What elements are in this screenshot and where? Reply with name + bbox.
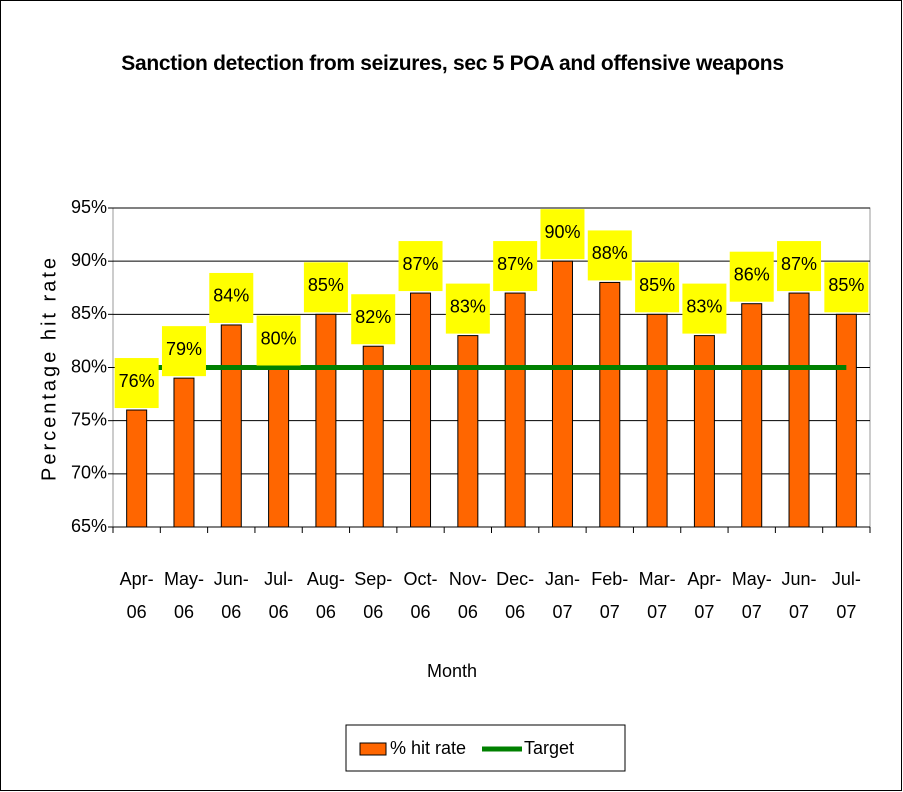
- bar: [315, 313, 337, 528]
- data-label-box: [493, 241, 538, 292]
- data-label: 87%: [781, 254, 817, 274]
- bar: [835, 313, 857, 528]
- data-label: 82%: [355, 307, 391, 327]
- x-tick-label: Nov-06: [449, 569, 487, 622]
- chart-title: Sanction detection from seizures, sec 5 …: [121, 52, 784, 75]
- bar: [504, 292, 526, 528]
- y-tick-label: 95%: [71, 197, 107, 217]
- x-tick-label: May-06: [164, 569, 204, 622]
- y-tick-label: 90%: [71, 250, 107, 270]
- data-label-box: [682, 283, 727, 334]
- x-tick-label: Aug-06: [307, 569, 345, 622]
- data-label: 86%: [734, 264, 770, 284]
- bar: [410, 292, 432, 528]
- bar: [126, 409, 148, 528]
- bar: [457, 335, 479, 528]
- data-label: 85%: [639, 275, 675, 295]
- x-tick-label: Apr-06: [120, 569, 154, 622]
- y-axis-label: Percentage hit rate: [38, 255, 60, 481]
- data-label-box: [303, 262, 348, 313]
- data-label: 80%: [261, 328, 297, 348]
- bar: [173, 377, 195, 528]
- data-label-box: [777, 241, 822, 292]
- data-label-box: [351, 294, 396, 345]
- bar: [646, 313, 668, 528]
- data-label: 87%: [497, 254, 533, 274]
- x-tick-label: Jun-06: [214, 569, 249, 622]
- x-tick-label: Apr-07: [687, 569, 721, 622]
- data-label-box: [209, 272, 254, 323]
- data-label-box: [445, 283, 490, 334]
- data-label: 83%: [686, 296, 722, 316]
- legend-swatch: [359, 742, 387, 756]
- data-label-box: [587, 230, 632, 281]
- y-tick-label: 70%: [71, 463, 107, 483]
- x-tick-label: Oct-06: [404, 569, 438, 622]
- x-tick-label: Jun-07: [782, 569, 817, 622]
- bar: [741, 303, 763, 528]
- bar: [788, 292, 810, 528]
- bar: [551, 260, 573, 528]
- data-label-box: [824, 262, 869, 313]
- x-tick-label: Jul-07: [832, 569, 861, 622]
- x-tick-label: Dec-06: [496, 569, 534, 622]
- y-tick-label: 65%: [71, 516, 107, 536]
- x-tick-label: Jan-07: [545, 569, 580, 622]
- data-label-box: [729, 251, 774, 302]
- bar: [220, 324, 242, 528]
- data-label: 84%: [213, 286, 249, 306]
- data-label: 87%: [403, 254, 439, 274]
- y-tick-label: 75%: [71, 409, 107, 429]
- data-label-box: [114, 358, 159, 409]
- data-label: 83%: [450, 296, 486, 316]
- bar: [362, 345, 384, 528]
- data-label: 79%: [166, 339, 202, 359]
- data-label-box: [398, 241, 443, 292]
- bar: [693, 335, 715, 528]
- bar: [599, 281, 621, 528]
- y-tick-label: 85%: [71, 303, 107, 323]
- data-label: 85%: [308, 275, 344, 295]
- x-axis-label: Month: [427, 661, 477, 681]
- legend-label: Target: [524, 738, 574, 758]
- data-label-box: [635, 262, 680, 313]
- data-label: 88%: [592, 243, 628, 263]
- x-tick-label: Jul-06: [264, 569, 293, 622]
- data-label-box: [161, 326, 206, 377]
- data-label: 76%: [119, 371, 155, 391]
- y-tick-label: 80%: [71, 356, 107, 376]
- data-label: 90%: [544, 222, 580, 242]
- x-tick-label: May-07: [732, 569, 772, 622]
- data-label-box: [256, 315, 301, 366]
- data-label-box: [540, 209, 585, 260]
- x-tick-label: Mar-07: [639, 569, 676, 622]
- bar: [268, 367, 290, 528]
- x-tick-label: Sep-06: [354, 569, 392, 622]
- legend-label: % hit rate: [390, 738, 466, 758]
- data-label: 85%: [828, 275, 864, 295]
- x-tick-label: Feb-07: [591, 569, 628, 622]
